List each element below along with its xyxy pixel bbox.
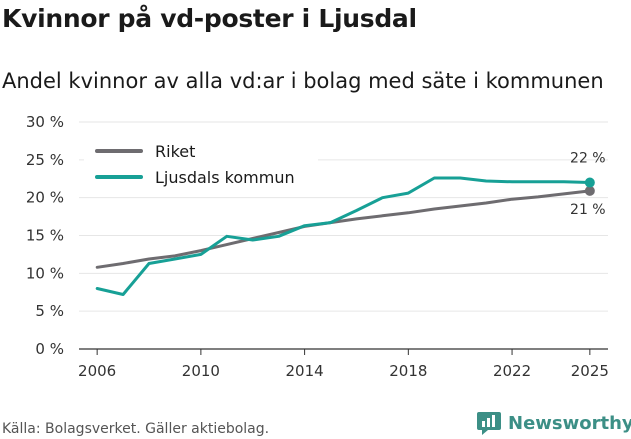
legend-label-riket: Riket [155,142,195,161]
label-layer: 21 % 22 % [570,151,606,218]
line-chart: 0 % 5 % 10 % 15 % 20 % 25 % 30 % 2006 2010 2014 20… [26,113,609,380]
end-label-ljusdal: 22 % [570,151,606,167]
x-tick-label: 2006 [78,362,116,380]
y-tick-label: 30 % [26,113,64,131]
y-tick-label: 5 % [35,302,64,320]
end-point-ljusdal [584,177,595,188]
axis-layer: 0 % 5 % 10 % 15 % 20 % 25 % 30 % 2006 2010 2014 20… [26,113,609,380]
source-note: Källa: Bolagsverket. Gäller aktiebolag. [2,421,270,437]
y-tick-label: 20 % [26,189,64,207]
legend: Riket Ljusdals kommun [84,134,318,196]
end-label-riket: 21 % [570,202,606,218]
y-tick-label: 0 % [35,340,64,358]
newsworthy-logo-icon [477,412,501,435]
x-tick-label: 2022 [493,362,531,380]
chart-subtitle: Andel kvinnor av alla vd:ar i bolag med … [2,69,604,93]
y-tick-label: 10 % [26,264,64,282]
y-tick-label: 15 % [26,227,64,245]
brand-logo: Newsworthy [476,410,631,436]
x-tick-label: 2025 [571,362,609,380]
chart-title: Kvinnor på vd-poster i Ljusdal [2,4,417,33]
series-line-riket [95,189,592,269]
series-line-ljusdal [95,176,592,296]
x-tick-label: 2018 [389,362,427,380]
series-layer [95,176,595,296]
brand-name: Newsworthy [508,412,631,434]
legend-label-ljusdal: Ljusdals kommun [155,168,295,187]
y-tick-label: 25 % [26,151,64,169]
x-tick-label: 2014 [286,362,324,380]
x-tick-label: 2010 [182,362,220,380]
legend-background [84,134,318,196]
end-point-riket [584,185,595,196]
